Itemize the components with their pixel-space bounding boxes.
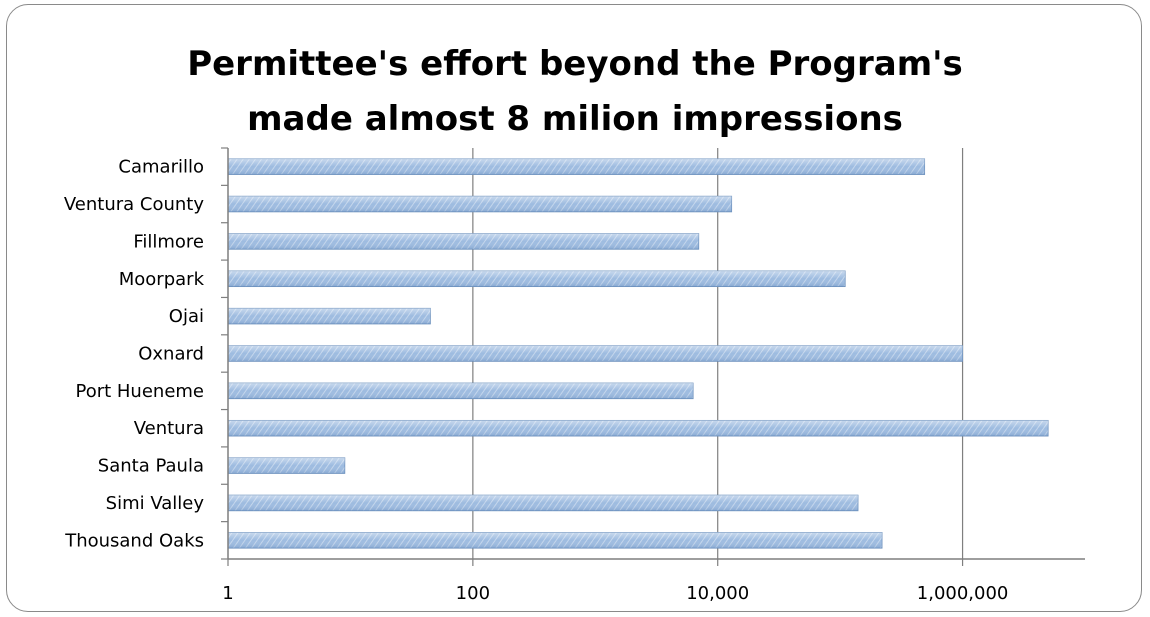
bar-shading	[228, 495, 859, 511]
bar-port-hueneme	[227, 382, 694, 400]
category-label: Camarillo	[118, 157, 204, 178]
bar-simi-valley	[227, 494, 859, 512]
bar-shading	[228, 532, 883, 549]
bar-shading	[228, 383, 694, 399]
bar-thousand-oaks	[227, 532, 883, 549]
bar-shading	[228, 233, 699, 250]
chart-title: Permittee's effort beyond the Program's …	[7, 37, 1141, 147]
category-label: Santa Paula	[98, 456, 204, 477]
x-tick-label: 10,000	[686, 583, 749, 604]
x-tick-label: 1,000,000	[917, 583, 1009, 604]
bar-shading	[228, 457, 345, 474]
category-label: Fillmore	[133, 231, 204, 252]
bar-shading	[228, 308, 431, 324]
chart-title-line-1: Permittee's effort beyond the Program's	[187, 44, 963, 84]
x-tick-label: 100	[456, 583, 490, 604]
bar-oxnard	[227, 345, 963, 362]
category-label: Oxnard	[138, 344, 204, 365]
category-labels: Camarillo Ventura County Fillmore Moorpark O…	[64, 157, 205, 552]
category-label: Moorpark	[119, 269, 205, 290]
x-tick-label: 1	[222, 583, 233, 604]
category-label: Port Hueneme	[75, 381, 204, 402]
axes	[221, 147, 1085, 566]
category-label: Thousand Oaks	[64, 530, 204, 551]
bar-ojai	[227, 307, 431, 325]
bars	[227, 158, 1049, 549]
bar-shading	[228, 270, 846, 287]
category-label: Ojai	[169, 306, 204, 327]
x-tick-labels: 1 100 10,000 1,000,000	[222, 583, 1008, 604]
category-label: Ventura County	[64, 194, 204, 215]
bar-camarillo	[227, 158, 926, 175]
bar-shading	[228, 345, 963, 362]
bar-ventura	[227, 419, 1049, 437]
category-label: Simi Valley	[106, 493, 205, 514]
chart-title-line-2: made almost 8 milion impressions	[247, 99, 903, 139]
bar-shading	[228, 420, 1049, 437]
bar-fillmore	[227, 233, 700, 250]
bar-moorpark	[227, 270, 846, 288]
bar-santa-paula	[227, 457, 346, 474]
bar-shading	[228, 196, 732, 212]
bar-ventura-county	[227, 195, 733, 213]
category-label: Ventura	[134, 418, 204, 439]
bar-shading	[228, 158, 925, 175]
